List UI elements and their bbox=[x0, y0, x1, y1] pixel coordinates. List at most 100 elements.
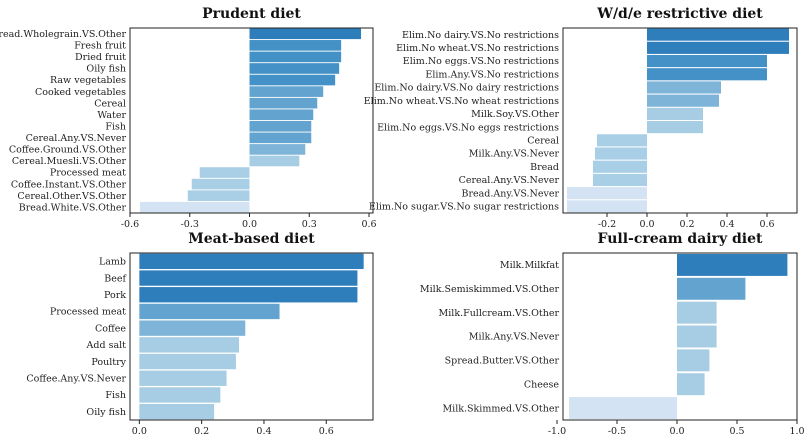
axes-frame bbox=[562, 252, 798, 421]
chart-title: W/d/e restrictive diet bbox=[596, 6, 763, 22]
category-label: Lamb bbox=[99, 257, 126, 268]
bar bbox=[569, 397, 677, 420]
x-tick-label: 0.6 bbox=[759, 219, 774, 230]
x-tick-label: 0.6 bbox=[319, 426, 334, 437]
category-label: Milk.Skimmed.VS.Other bbox=[442, 403, 559, 414]
category-label: Elim.No wheat.VS.No restrictions bbox=[396, 43, 559, 54]
category-label: Coffee.Ground.VS.Other bbox=[9, 145, 127, 156]
category-label: Fresh fruit bbox=[74, 41, 126, 52]
bar bbox=[595, 147, 647, 160]
bar bbox=[139, 387, 221, 403]
category-label: Cheese bbox=[524, 379, 560, 390]
panel-dairy: Full-cream dairy diet Milk.Milkfat Milk.Se… bbox=[420, 231, 805, 437]
x-tick-label: -0.6 bbox=[121, 219, 139, 230]
x-tick-label: 0.2 bbox=[679, 219, 694, 230]
panel-meat: Meat-based diet Lamb Beef Pork Processed mea… bbox=[26, 231, 374, 437]
x-tick-label: 0.5 bbox=[729, 426, 744, 437]
bar bbox=[249, 86, 324, 97]
bar bbox=[187, 190, 250, 201]
bar bbox=[139, 337, 240, 353]
category-label: Bread.Any.VS.Never bbox=[461, 188, 559, 199]
bar bbox=[647, 81, 721, 94]
category-label: Cereal.Any.VS.Never bbox=[26, 133, 127, 144]
x-tick-label: 0.0 bbox=[669, 426, 684, 437]
bar bbox=[647, 28, 789, 41]
bar bbox=[593, 173, 647, 187]
axes-frame bbox=[562, 27, 798, 214]
bar bbox=[677, 253, 788, 276]
category-label: Bread.Wholegrain.VS.Other bbox=[0, 29, 126, 40]
category-label: Elim.No dairy.VS.No dairy restrictions bbox=[374, 83, 559, 94]
x-tick-label: 1.0 bbox=[789, 426, 804, 437]
x-tick-label: 0.0 bbox=[132, 426, 147, 437]
x-tick-label: 0.3 bbox=[302, 219, 317, 230]
x-tick-label: 0.6 bbox=[361, 219, 376, 230]
chart-title: Meat-based diet bbox=[188, 231, 315, 247]
bar bbox=[139, 287, 358, 303]
x-tick-label: -1.0 bbox=[548, 426, 566, 437]
bar bbox=[677, 301, 717, 324]
bar bbox=[249, 28, 362, 40]
category-label: Cereal bbox=[94, 98, 126, 109]
x-tick-label: 0.0 bbox=[242, 219, 257, 230]
bar bbox=[567, 200, 647, 213]
category-label: Fish bbox=[105, 390, 126, 401]
bar bbox=[647, 41, 789, 54]
category-label: Oily fish bbox=[86, 407, 126, 418]
category-label: Processed meat bbox=[50, 307, 126, 318]
bar bbox=[249, 144, 306, 155]
bar bbox=[139, 253, 364, 270]
bar bbox=[139, 403, 215, 420]
bar bbox=[249, 109, 314, 121]
category-label: Coffee.Instant.VS.Other bbox=[11, 179, 127, 190]
category-label: Elim.No eggs.VS.No eggs restrictions bbox=[377, 122, 559, 133]
category-label: Beef bbox=[104, 273, 127, 284]
category-label: Pork bbox=[104, 290, 126, 301]
category-label: Poultry bbox=[91, 357, 126, 368]
category-label: Elim.No dairy.VS.No restrictions bbox=[402, 30, 559, 41]
x-tick-label: -0.5 bbox=[608, 426, 626, 437]
category-label: Bread bbox=[530, 162, 559, 173]
bar bbox=[139, 353, 236, 370]
category-label: Bread.White.VS.Other bbox=[19, 202, 127, 213]
bar bbox=[647, 121, 703, 134]
bar bbox=[199, 167, 250, 178]
x-tick-label: 0.4 bbox=[256, 426, 271, 437]
category-label: Fish bbox=[105, 121, 126, 132]
category-label: Cereal.Any.VS.Never bbox=[459, 175, 560, 186]
bar bbox=[567, 187, 647, 200]
bar bbox=[139, 320, 246, 336]
x-tick-label: -0.2 bbox=[598, 219, 616, 230]
category-label: Milk.Any.VS.Never bbox=[469, 149, 560, 160]
bar bbox=[139, 303, 280, 320]
category-label: Elim.No eggs.VS.No restrictions bbox=[403, 56, 559, 67]
category-label: Cooked vegetables bbox=[35, 87, 126, 98]
category-label: Elim.No wheat.VS.No wheat restrictions bbox=[364, 96, 559, 107]
category-label: Oily fish bbox=[86, 64, 126, 75]
bar bbox=[249, 40, 342, 51]
category-label: Elim.Any.VS.No restrictions bbox=[425, 69, 559, 80]
category-label: Add salt bbox=[86, 340, 127, 351]
x-tick-label: -0.3 bbox=[181, 219, 199, 230]
bar bbox=[139, 270, 358, 286]
bar bbox=[647, 68, 767, 81]
x-tick-label: 0.2 bbox=[194, 426, 209, 437]
x-tick-label: 0.4 bbox=[719, 219, 734, 230]
category-label: Coffee bbox=[95, 323, 126, 334]
category-label: Coffee.Any.VS.Never bbox=[26, 373, 126, 384]
category-label: Water bbox=[97, 110, 126, 121]
category-label: Milk.Soy.VS.Other bbox=[471, 109, 559, 120]
axes-frame bbox=[129, 27, 374, 214]
panel-restrictive: W/d/e restrictive diet Elim.No dairy.VS.N… bbox=[364, 6, 798, 230]
bar bbox=[249, 74, 336, 86]
bar bbox=[647, 54, 767, 68]
bar bbox=[139, 370, 227, 386]
category-label: Milk.Fullcream.VS.Other bbox=[439, 308, 560, 319]
bar bbox=[249, 97, 318, 109]
bar bbox=[249, 63, 340, 74]
category-label: Milk.Semiskimmed.VS.Other bbox=[420, 284, 560, 295]
category-label: Spread.Butter.VS.Other bbox=[445, 356, 560, 367]
category-label: Milk.Any.VS.Never bbox=[469, 332, 560, 343]
category-label: Cereal.Other.VS.Other bbox=[17, 191, 126, 202]
